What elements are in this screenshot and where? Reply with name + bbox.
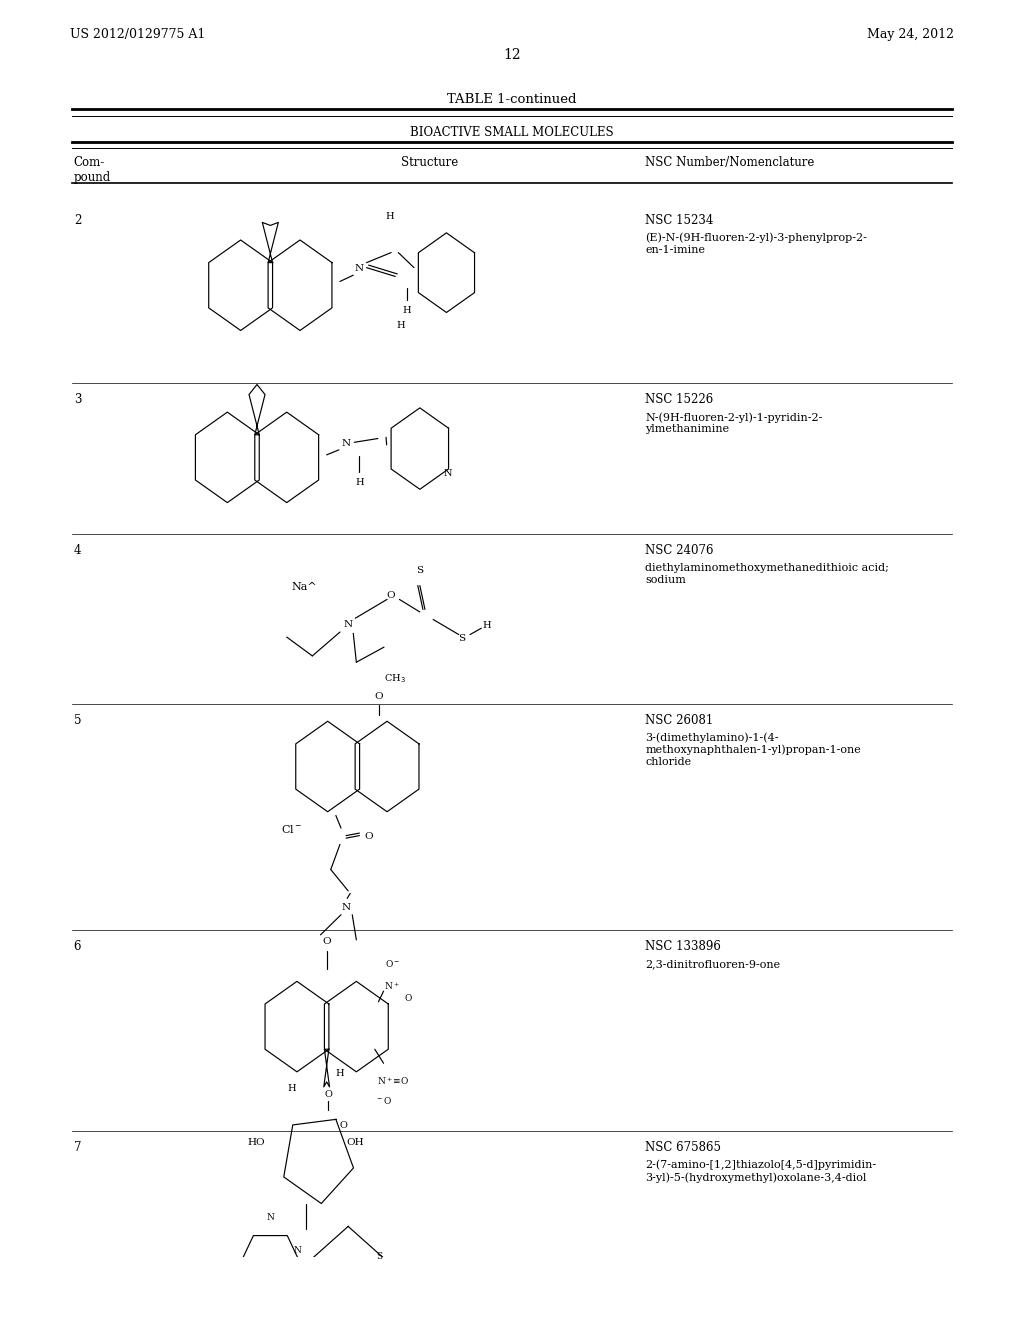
Text: O: O [375,692,383,701]
Text: O: O [365,833,373,841]
Text: NSC 24076: NSC 24076 [645,544,714,557]
Text: OH: OH [346,1138,364,1147]
Text: N: N [342,903,350,912]
Text: 7: 7 [74,1140,81,1154]
Text: 3-(dimethylamino)-1-(4-
methoxynaphthalen-1-yl)propan-1-one
chloride: 3-(dimethylamino)-1-(4- methoxynaphthale… [645,733,861,767]
Text: O$^-$: O$^-$ [385,958,400,969]
Text: May 24, 2012: May 24, 2012 [867,28,954,41]
Text: H: H [288,1084,296,1093]
Text: N: N [443,469,453,478]
Text: O: O [323,937,331,945]
Text: O: O [339,1122,347,1130]
Text: Com-
pound: Com- pound [74,156,111,183]
Text: O: O [404,994,412,1003]
Text: 12: 12 [503,48,521,62]
Text: S: S [417,566,423,576]
Text: US 2012/0129775 A1: US 2012/0129775 A1 [70,28,205,41]
Text: 2: 2 [74,214,81,227]
Text: N: N [342,440,350,447]
Text: 4: 4 [74,544,81,557]
Text: H: H [396,321,404,330]
Text: N: N [355,264,364,273]
Text: S: S [459,634,465,643]
Text: (E)-N-(9H-fluoren-2-yl)-3-phenylprop-2-
en-1-imine: (E)-N-(9H-fluoren-2-yl)-3-phenylprop-2- … [645,232,867,255]
Text: N$^+$≡O: N$^+$≡O [377,1074,409,1086]
Text: 2,3-dinitrofluoren-9-one: 2,3-dinitrofluoren-9-one [645,958,780,969]
Text: NSC Number/Nomenclature: NSC Number/Nomenclature [645,156,814,169]
Text: N: N [294,1246,301,1255]
Text: H: H [482,622,490,630]
Text: NSC 133896: NSC 133896 [645,940,721,953]
Text: S: S [377,1253,383,1261]
Text: N-(9H-fluoren-2-yl)-1-pyridin-2-
ylmethanimine: N-(9H-fluoren-2-yl)-1-pyridin-2- ylmetha… [645,412,822,434]
Text: N: N [344,620,352,630]
Text: NSC 675865: NSC 675865 [645,1140,721,1154]
Text: 3: 3 [74,393,81,407]
Text: H: H [402,306,411,315]
Text: Na^: Na^ [292,582,317,591]
Text: Cl$^-$: Cl$^-$ [281,824,302,836]
Text: Structure: Structure [401,156,459,169]
Text: N$^+$: N$^+$ [384,981,399,993]
Text: O: O [325,1090,333,1100]
Text: $^-$O: $^-$O [375,1096,392,1106]
Text: NSC 15234: NSC 15234 [645,214,714,227]
Text: O: O [387,591,395,601]
Text: N: N [266,1213,274,1222]
Text: CH$_3$: CH$_3$ [384,672,406,685]
Text: H: H [355,478,364,487]
Text: 5: 5 [74,714,81,727]
Text: TABLE 1-continued: TABLE 1-continued [447,92,577,106]
Text: NSC 26081: NSC 26081 [645,714,714,727]
Text: 6: 6 [74,940,81,953]
Text: HO: HO [247,1138,264,1147]
Text: BIOACTIVE SMALL MOLECULES: BIOACTIVE SMALL MOLECULES [411,125,613,139]
Text: H: H [386,211,394,220]
Text: diethylaminomethoxymethanedithioic acid;
sodium: diethylaminomethoxymethanedithioic acid;… [645,562,889,585]
Text: H: H [336,1069,344,1077]
Text: NSC 15226: NSC 15226 [645,393,714,407]
Text: 2-(7-amino-[1,2]thiazolo[4,5-d]pyrimidin-
3-yl)-5-(hydroxymethyl)oxolane-3,4-dio: 2-(7-amino-[1,2]thiazolo[4,5-d]pyrimidin… [645,1160,877,1183]
